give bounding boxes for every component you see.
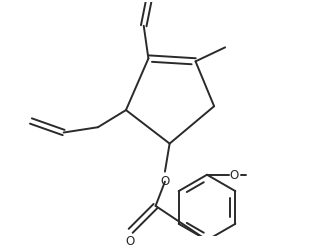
Text: O: O (160, 174, 169, 187)
Text: O: O (229, 168, 239, 181)
Text: O: O (126, 234, 135, 247)
